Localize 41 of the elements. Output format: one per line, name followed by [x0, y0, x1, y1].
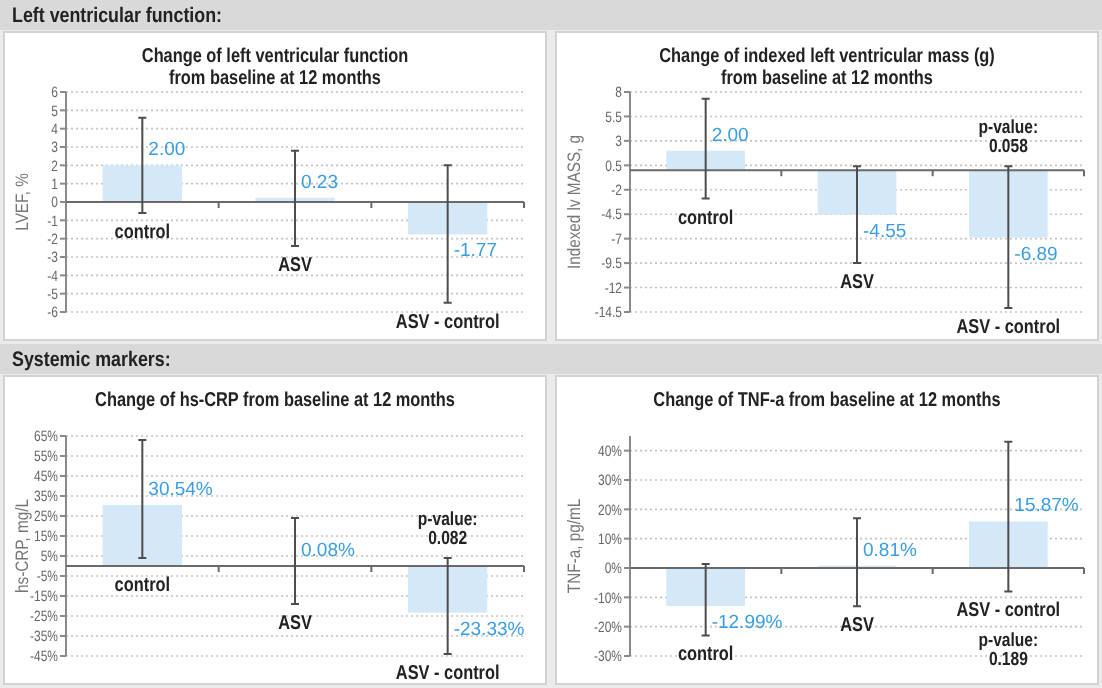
chart-title: Change of indexed left ventricular mass (g) from baseline at 12 months — [659, 44, 995, 89]
data-label: -12.99% — [711, 612, 784, 635]
data-label: 0.81% — [863, 539, 918, 562]
annotation: p-value: 0.082 — [417, 507, 478, 549]
x-tick-label: ASV — [840, 270, 876, 293]
data-label: 0.23 — [301, 171, 338, 194]
bar — [968, 521, 1048, 568]
data-label: -6.89 — [1014, 243, 1058, 266]
chart-title: Change of left ventricular function from baseline at 12 months — [141, 44, 409, 89]
data-label: -4.55 — [863, 220, 907, 243]
chart-title: Change of TNF-a from baseline at 12 months — [653, 388, 1001, 411]
text: Systemic markers: — [12, 348, 171, 373]
x-tick-label: control — [114, 220, 171, 243]
annotation: p-value: 0.189 — [978, 628, 1039, 670]
y-axis-title: hs-CRP, mg/L — [10, 498, 33, 594]
bar — [666, 568, 746, 607]
chart-title: Change of hs-CRP from baseline at 12 months — [95, 388, 455, 411]
text: Left ventricular function: — [12, 4, 223, 29]
x-tick-label: ASV - control — [956, 315, 1061, 338]
bar — [102, 165, 183, 202]
data-label: 2.00 — [148, 139, 186, 162]
y-axis-title: TNF-a, pg/mL — [562, 498, 585, 594]
x-tick-label: ASV - control — [395, 310, 500, 333]
data-label: 30.54% — [148, 478, 214, 501]
data-label: -1.77 — [453, 240, 497, 263]
x-tick-label: ASV - control — [956, 598, 1061, 621]
x-tick-label: control — [114, 573, 171, 596]
data-label: 2.00 — [711, 124, 749, 147]
x-tick-label: control — [677, 206, 734, 228]
x-tick-label: ASV — [840, 613, 876, 636]
x-tick-label: control — [677, 642, 734, 665]
x-tick-label: ASV — [278, 611, 314, 634]
x-tick-label: ASV - control — [395, 661, 500, 684]
data-label: -23.33% — [453, 618, 526, 641]
y-axis-title: LVEF, % — [10, 172, 33, 231]
bar — [407, 202, 488, 235]
data-label: 0.08% — [301, 539, 356, 562]
x-tick-label: ASV — [278, 253, 314, 276]
annotation: p-value: 0.058 — [978, 115, 1039, 157]
y-axis-title: Indexed lv MASS, g — [562, 134, 585, 270]
data-label: 15.87% — [1014, 495, 1080, 518]
